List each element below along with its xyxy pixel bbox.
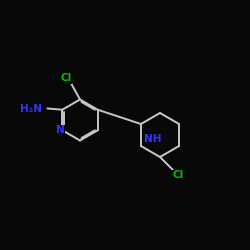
Text: Cl: Cl [172,170,184,180]
Text: H₂N: H₂N [20,104,42,114]
Text: N: N [56,125,64,135]
Text: NH: NH [144,134,162,143]
Text: Cl: Cl [61,73,72,83]
